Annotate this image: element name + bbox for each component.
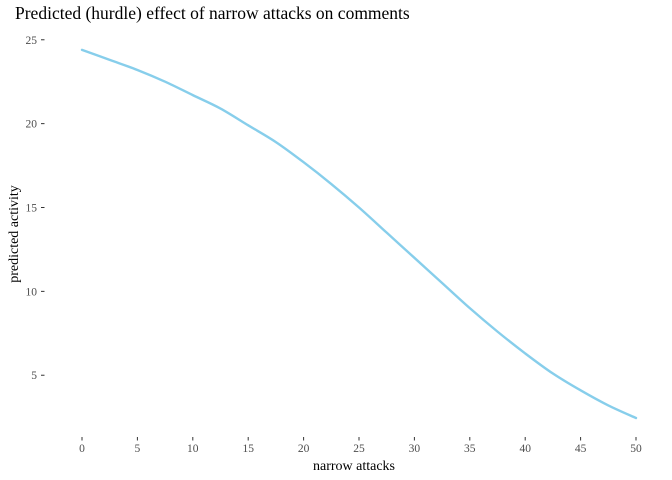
x-tick-label: 20 (298, 443, 310, 455)
x-tick-label: 50 (630, 443, 642, 455)
series-line (80, 48, 638, 420)
y-tick-label: 20 (26, 119, 38, 131)
chart-title: Predicted (hurdle) effect of narrow atta… (15, 3, 410, 23)
x-tick-label: 45 (575, 443, 587, 455)
x-tick-label: 15 (242, 443, 254, 455)
y-axis-title: predicted activity (7, 185, 22, 283)
x-axis: 0 5 10 15 20 25 30 35 40 45 50 (79, 437, 642, 455)
y-tick-label: 25 (26, 35, 38, 47)
y-tick-label: 15 (26, 203, 38, 215)
x-tick-label: 40 (519, 443, 531, 455)
x-tick-label: 35 (464, 443, 476, 455)
y-axis: 5 10 15 20 25 (26, 35, 45, 382)
plot-area (80, 48, 638, 420)
x-tick-label: 5 (135, 443, 141, 455)
x-axis-title: narrow attacks (313, 459, 395, 474)
y-tick-label: 10 (26, 286, 38, 298)
x-tick-label: 25 (353, 443, 365, 455)
x-tick-label: 30 (409, 443, 421, 455)
x-tick-label: 0 (79, 443, 85, 455)
y-tick-label: 5 (31, 370, 37, 382)
x-tick-label: 10 (187, 443, 199, 455)
